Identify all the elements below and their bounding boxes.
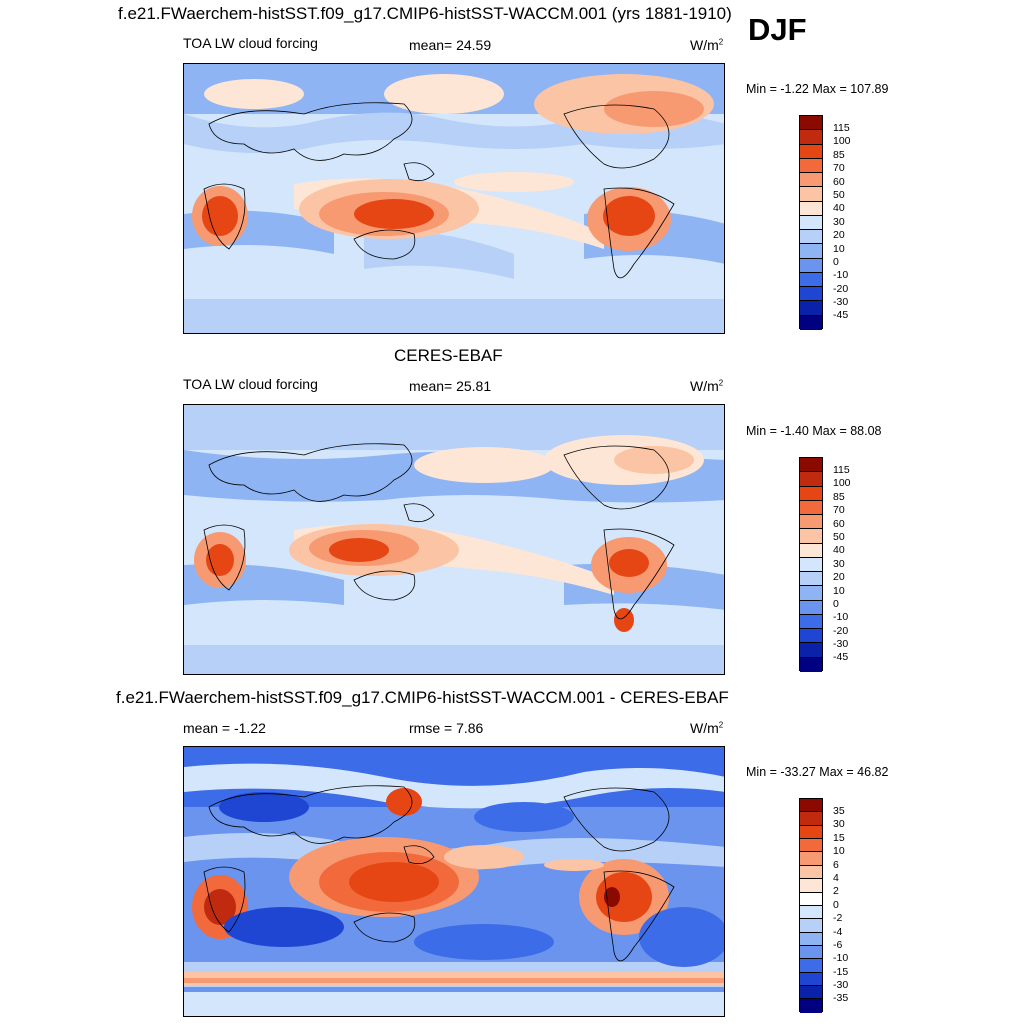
panel2-colorbar-ticks: 115 100 85 70 60 50 40 30 20 10 0 -10 -20 -30 -45: [833, 464, 851, 664]
panel1-colorbar: [799, 115, 823, 330]
panel2-map: [183, 404, 725, 675]
panel1-minmax: Min = -1.22 Max = 107.89: [746, 82, 889, 96]
panel3-title: f.e21.FWaerchem-histSST.f09_g17.CMIP6-hi…: [116, 688, 729, 707]
panel3-colorbar-ticks: 35 30 15 10 6 4 2 0 -2 -4 -6 -10 -15 -30 -35: [833, 805, 849, 1005]
panel3-colorbar: [799, 798, 823, 1013]
panel1-units: W/m2: [690, 37, 724, 53]
panel3-mean: mean = -1.22: [183, 720, 266, 736]
panel1-colorbar-ticks: 115 100 85 70 60 50 40 30 20 10 0 -10 -20 -30 -45: [833, 122, 851, 322]
panel3-units: W/m2: [690, 720, 724, 736]
panel3-map: [183, 746, 725, 1017]
panel2-colorbar: [799, 457, 823, 672]
panel1-title: f.e21.FWaerchem-histSST.f09_g17.CMIP6-hi…: [118, 4, 732, 23]
panel2-units: W/m2: [690, 378, 724, 394]
panel2-mean: mean= 25.81: [409, 378, 492, 394]
panel1-map: [183, 63, 725, 334]
panel2-variable: TOA LW cloud forcing: [183, 376, 318, 392]
panel1-variable: TOA LW cloud forcing: [183, 35, 318, 51]
panel2-minmax: Min = -1.40 Max = 88.08: [746, 424, 882, 438]
panel3-rmse: rmse = 7.86: [409, 720, 484, 736]
panel1-mean: mean= 24.59: [409, 37, 492, 53]
panel2-title: CERES-EBAF: [394, 346, 503, 365]
season-label: DJF: [748, 12, 807, 47]
panel3-minmax: Min = -33.27 Max = 46.82: [746, 765, 889, 779]
